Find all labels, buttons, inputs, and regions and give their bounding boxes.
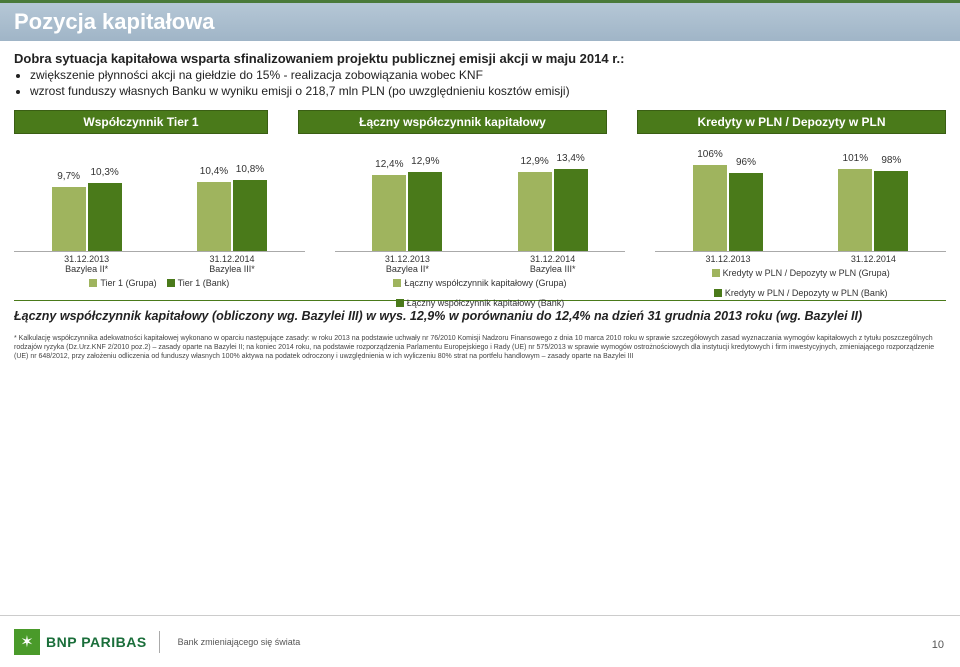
bar: 12,4% xyxy=(372,175,406,251)
star-icon: ✶ xyxy=(14,629,40,655)
charts-row: 9,7% 10,3% 10,4% 10,8% 31.12.2013Bazylea… xyxy=(0,138,960,282)
bar-label: 13,4% xyxy=(554,153,588,164)
legend: Tier 1 (Grupa) Tier 1 (Bank) xyxy=(14,278,305,288)
pill-1: Współczynnik Tier 1 xyxy=(14,110,268,134)
legend-item: Łączny współczynnik kapitałowy (Bank) xyxy=(396,298,565,308)
xlabel-basel: Bazylea III* xyxy=(530,264,576,274)
bar-label: 98% xyxy=(874,155,908,166)
bullet-1: zwiększenie płynności akcji na giełdzie … xyxy=(30,68,946,82)
page-header: Pozycja kapitałowa xyxy=(0,0,960,41)
legend-item: Kredyty w PLN / Depozyty w PLN (Grupa) xyxy=(712,268,890,278)
legend-item: Tier 1 (Bank) xyxy=(167,278,230,288)
legend-label: Kredyty w PLN / Depozyty w PLN (Grupa) xyxy=(723,268,890,278)
swatch-icon xyxy=(714,289,722,297)
legend-item: Łączny współczynnik kapitałowy (Grupa) xyxy=(393,278,566,288)
bullet-list: zwiększenie płynności akcji na giełdzie … xyxy=(14,68,946,98)
bar-group: 10,4% 10,8% xyxy=(197,180,267,251)
bar-label: 10,3% xyxy=(88,167,122,178)
bar-label: 10,4% xyxy=(197,166,231,177)
legend-label: Tier 1 (Grupa) xyxy=(100,278,156,288)
xlabel: 31.12.2014Bazylea III* xyxy=(480,254,625,274)
xlabel: 31.12.2014 xyxy=(801,254,946,264)
legend-item: Kredyty w PLN / Depozyty w PLN (Bank) xyxy=(714,288,888,298)
xlabel-basel: Bazylea II* xyxy=(65,264,108,274)
chart-loans-deposits: 106% 96% 101% 98% 31.12.2013 31.12.2014 … xyxy=(655,148,946,278)
bar-label: 12,4% xyxy=(372,159,406,170)
bar-label: 9,7% xyxy=(52,171,86,182)
legend-label: Łączny współczynnik kapitałowy (Bank) xyxy=(407,298,565,308)
legend-item: Tier 1 (Grupa) xyxy=(89,278,156,288)
logo: ✶ BNP PARIBAS Bank zmieniającego się świ… xyxy=(14,629,300,655)
footer: ✶ BNP PARIBAS Bank zmieniającego się świ… xyxy=(0,615,960,667)
bar: 12,9% xyxy=(518,172,552,251)
swatch-icon xyxy=(167,279,175,287)
bar-group: 9,7% 10,3% xyxy=(52,183,122,251)
swatch-icon xyxy=(89,279,97,287)
xlabels: 31.12.2013 31.12.2014 xyxy=(655,254,946,264)
bar: 98% xyxy=(874,171,908,251)
bar: 96% xyxy=(729,173,763,251)
bar: 10,3% xyxy=(88,183,122,251)
xlabel-date: 31.12.2014 xyxy=(851,254,896,264)
swatch-icon xyxy=(393,279,401,287)
bar-group: 101% 98% xyxy=(838,169,908,251)
bar-label: 101% xyxy=(838,153,872,164)
bar: 10,4% xyxy=(197,182,231,251)
swatch-icon xyxy=(712,269,720,277)
bar: 12,9% xyxy=(408,172,442,251)
sub-title: Dobra sytuacja kapitałowa wsparta sfinal… xyxy=(14,51,946,66)
bar: 106% xyxy=(693,165,727,251)
bar-group: 12,4% 12,9% xyxy=(372,172,442,251)
bars: 106% 96% 101% 98% xyxy=(655,162,946,252)
pill-3: Kredyty w PLN / Depozyty w PLN xyxy=(637,110,946,134)
bar-label: 12,9% xyxy=(408,156,442,167)
bullet-2: wzrost funduszy własnych Banku w wyniku … xyxy=(30,84,946,98)
bars: 9,7% 10,3% 10,4% 10,8% xyxy=(14,162,305,252)
bar-label: 96% xyxy=(729,157,763,168)
pill-2: Łączny współczynnik kapitałowy xyxy=(298,110,607,134)
xlabel-date: 31.12.2013 xyxy=(385,254,430,264)
bar-label: 106% xyxy=(693,149,727,160)
page-title: Pozycja kapitałowa xyxy=(14,9,946,35)
bar-label: 12,9% xyxy=(518,156,552,167)
legend-label: Kredyty w PLN / Depozyty w PLN (Bank) xyxy=(725,288,888,298)
xlabel-date: 31.12.2013 xyxy=(705,254,750,264)
xlabel: 31.12.2013Bazylea II* xyxy=(335,254,480,274)
logo-tagline: Bank zmieniającego się świata xyxy=(178,637,301,647)
chart-capratio: 12,4% 12,9% 12,9% 13,4% 31.12.2013Bazyle… xyxy=(335,148,626,278)
xlabel-basel: Bazylea II* xyxy=(386,264,429,274)
bar: 10,8% xyxy=(233,180,267,251)
legend: Kredyty w PLN / Depozyty w PLN (Grupa) K… xyxy=(655,268,946,298)
page-number: 10 xyxy=(932,639,944,651)
footnote: * Kalkulację współczynnika adekwatności … xyxy=(0,329,960,367)
legend-label: Łączny współczynnik kapitałowy (Grupa) xyxy=(404,278,566,288)
logo-brand: BNP PARIBAS xyxy=(46,634,147,650)
divider xyxy=(159,631,160,653)
bar: 9,7% xyxy=(52,187,86,251)
xlabel-date: 31.12.2014 xyxy=(530,254,575,264)
xlabel: 31.12.2014Bazylea III* xyxy=(159,254,304,274)
xlabels: 31.12.2013Bazylea II* 31.12.2014Bazylea … xyxy=(14,254,305,274)
swatch-icon xyxy=(396,299,404,307)
chart-tier1: 9,7% 10,3% 10,4% 10,8% 31.12.2013Bazylea… xyxy=(14,148,305,278)
xlabel: 31.12.2013Bazylea II* xyxy=(14,254,159,274)
bar: 101% xyxy=(838,169,872,251)
bar-label: 10,8% xyxy=(233,164,267,175)
bar-group: 12,9% 13,4% xyxy=(518,169,588,251)
legend-label: Tier 1 (Bank) xyxy=(178,278,230,288)
xlabel-basel: Bazylea III* xyxy=(209,264,255,274)
subheader: Dobra sytuacja kapitałowa wsparta sfinal… xyxy=(0,41,960,104)
pill-row: Współczynnik Tier 1 Łączny współczynnik … xyxy=(0,104,960,138)
bar-group: 106% 96% xyxy=(693,165,763,251)
xlabel: 31.12.2013 xyxy=(655,254,800,264)
xlabel-date: 31.12.2014 xyxy=(209,254,254,264)
logo-mark-icon: ✶ xyxy=(14,629,40,655)
xlabel-date: 31.12.2013 xyxy=(64,254,109,264)
bar: 13,4% xyxy=(554,169,588,251)
xlabels: 31.12.2013Bazylea II* 31.12.2014Bazylea … xyxy=(335,254,626,274)
legend: Łączny współczynnik kapitałowy (Grupa) Ł… xyxy=(335,278,626,308)
bars: 12,4% 12,9% 12,9% 13,4% xyxy=(335,162,626,252)
